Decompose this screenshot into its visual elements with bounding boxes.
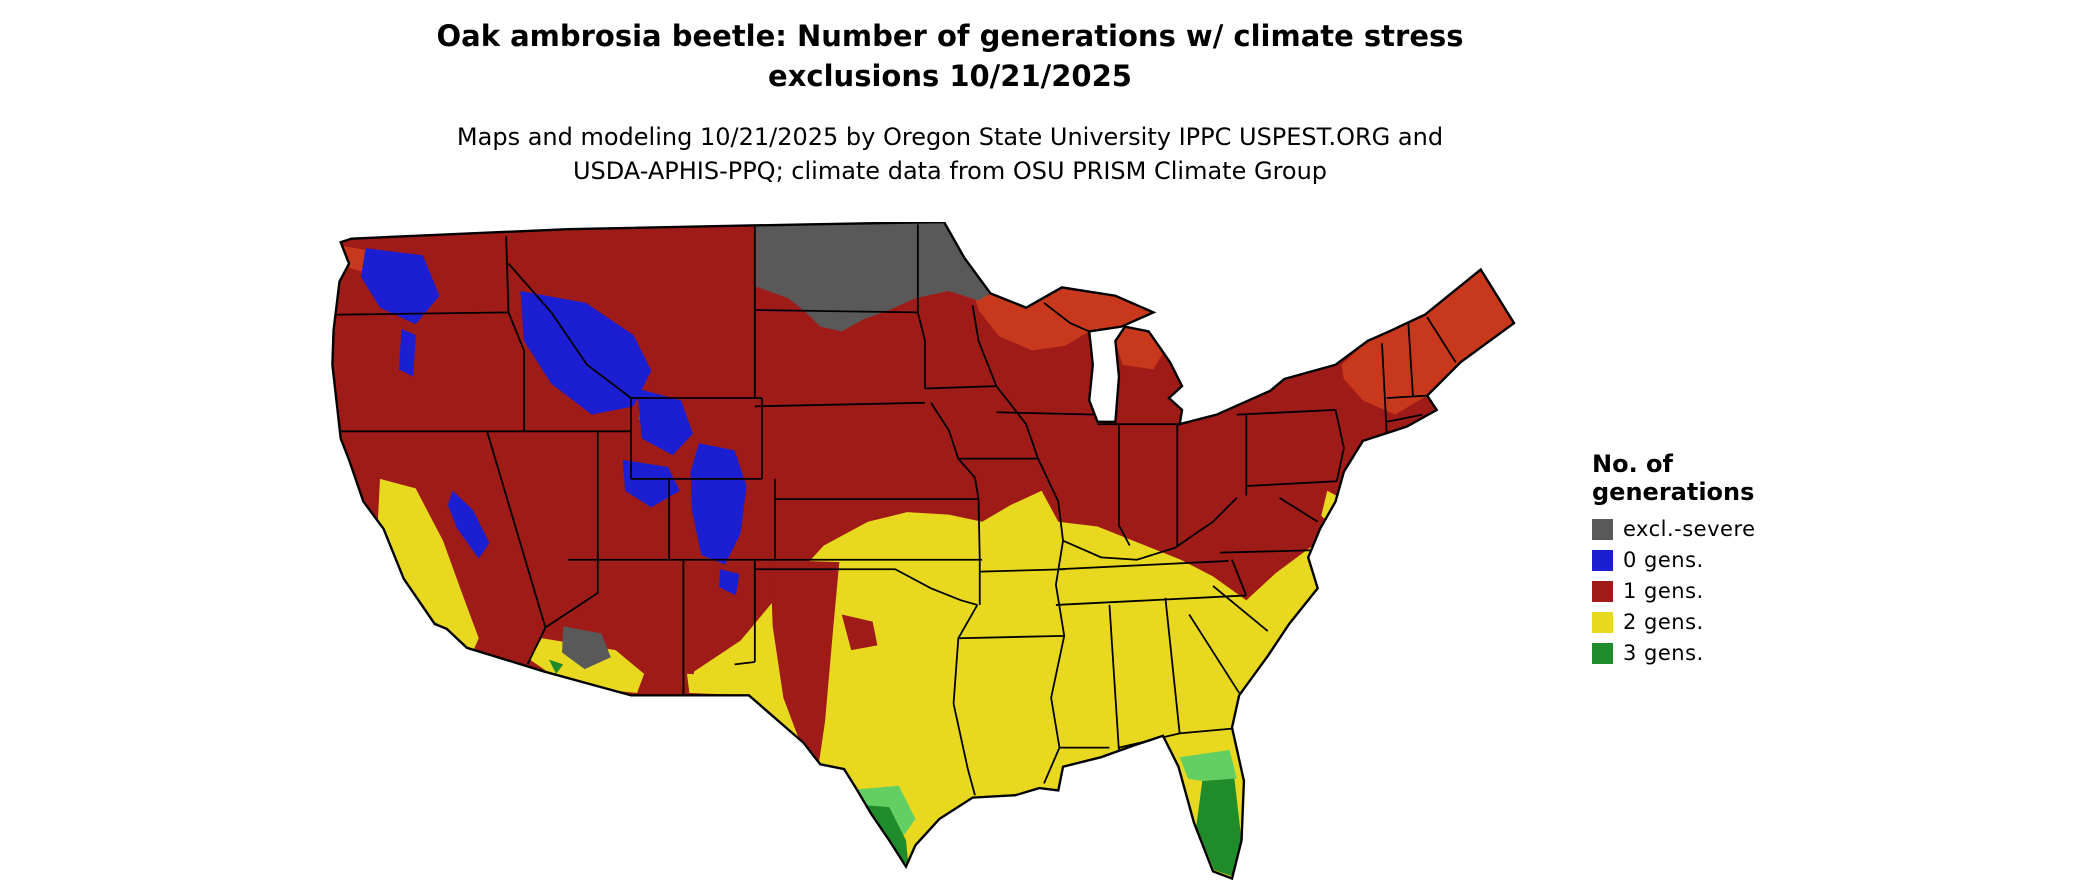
- page-title-line1: Oak ambrosia beetle: Number of generatio…: [436, 19, 1464, 53]
- legend-item-3gens: 3 gens.: [1592, 640, 1852, 666]
- us-generations-map: [331, 222, 1516, 881]
- region-bright-michigan: [1115, 326, 1163, 370]
- legend-item-1gens: 1 gens.: [1592, 578, 1852, 604]
- region-green-arizona: [548, 659, 564, 674]
- legend-swatch-0gens: [1592, 549, 1613, 571]
- legend-label-1gens: 1 gens.: [1623, 579, 1704, 603]
- legend-swatch-excl-severe: [1592, 518, 1613, 540]
- us-outline: [331, 222, 1516, 881]
- legend-label-3gens: 3 gens.: [1623, 641, 1704, 665]
- legend-label-0gens: 0 gens.: [1623, 548, 1704, 572]
- legend-label-2gens: 2 gens.: [1623, 610, 1704, 634]
- region-blue-utah: [622, 459, 680, 508]
- legend-swatch-1gens: [1592, 580, 1613, 602]
- page-subtitle: Maps and modeling 10/21/2025 by Oregon S…: [340, 120, 1560, 188]
- legend-label-excl-severe: excl.-severe: [1623, 517, 1756, 541]
- region-1gen-centraltexas: [841, 614, 878, 651]
- legend-title-line2: generations: [1592, 478, 1755, 506]
- region-blue-yellowstone: [637, 388, 693, 456]
- region-blue-idaho-montana: [520, 290, 652, 415]
- legend-item-0gens: 0 gens.: [1592, 547, 1852, 573]
- legend: No. of generations excl.-severe 0 gens. …: [1592, 450, 1852, 671]
- region-blue-washington: [360, 248, 440, 325]
- page-title: Oak ambrosia beetle: Number of generatio…: [340, 16, 1560, 96]
- region-2gens-newmexico: [687, 673, 742, 693]
- legend-swatch-2gens: [1592, 611, 1613, 633]
- page-subtitle-line1: Maps and modeling 10/21/2025 by Oregon S…: [456, 123, 1444, 151]
- region-blue-sierra: [447, 490, 490, 559]
- region-0gens: [360, 248, 747, 596]
- page-title-line2: exclusions 10/21/2025: [768, 59, 1132, 93]
- region-1gen-westtexas: [770, 559, 840, 762]
- region-gray-northdakota: [754, 222, 991, 332]
- region-2gens-south: [690, 490, 1318, 879]
- region-2gens-california: [377, 478, 479, 658]
- legend-item-2gens: 2 gens.: [1592, 609, 1852, 635]
- region-green-southflorida: [1196, 778, 1242, 877]
- region-blue-oregon-cascades: [399, 329, 416, 377]
- region-gray-arizona: [562, 626, 611, 670]
- page-subtitle-line2: USDA-APHIS-PPQ; climate data from OSU PR…: [572, 157, 1328, 185]
- legend-title: No. of generations: [1592, 450, 1852, 506]
- legend-swatch-3gens: [1592, 642, 1613, 664]
- region-blue-colorado: [690, 443, 747, 565]
- state-borders: [332, 224, 1457, 796]
- legend-item-excl-severe: excl.-severe: [1592, 516, 1852, 542]
- legend-title-line1: No. of: [1592, 450, 1673, 478]
- region-blue-newmexico: [719, 569, 740, 596]
- region-lightgreen-florida: [1179, 750, 1237, 781]
- region-1gen-overlays: [770, 559, 878, 762]
